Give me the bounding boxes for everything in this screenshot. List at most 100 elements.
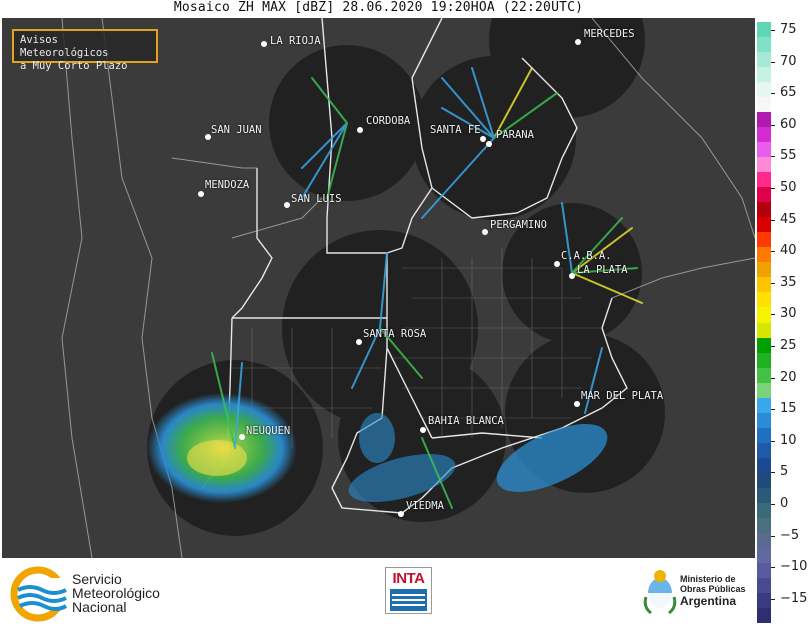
colorbar-segment xyxy=(757,547,771,564)
colorbar-segment xyxy=(757,52,771,68)
colorbar-segment xyxy=(757,442,771,459)
colorbar-tick-label: 35 xyxy=(780,274,797,290)
colorbar-segment xyxy=(757,202,771,218)
colorbar-segment xyxy=(757,277,771,293)
province-borders xyxy=(201,18,628,514)
city-mar-del-plata: MAR DEL PLATA xyxy=(581,390,664,402)
city-neuquen: NEUQUEN xyxy=(246,425,291,437)
colorbar-segment xyxy=(757,232,771,248)
colorbar-segment xyxy=(757,82,771,98)
colorbar-segment xyxy=(757,577,771,594)
city-viedma: VIEDMA xyxy=(406,500,444,512)
city-caba: C.A.B.A. xyxy=(561,250,612,262)
colorbar-tick-label: 70 xyxy=(780,53,797,69)
colorbar-tick xyxy=(771,346,775,347)
map-canvas xyxy=(61,18,755,558)
colorbar-segment xyxy=(757,562,771,579)
colorbar-tick xyxy=(771,567,775,569)
ministry-name: Ministerio de Obras Públicas Argentina xyxy=(680,574,746,608)
colorbar-segment xyxy=(757,367,771,384)
map-title: Mosaico ZH MAX [dBZ] 28.06.2020 19:20HOA… xyxy=(173,0,584,15)
inta-logo: INTA xyxy=(385,567,432,614)
warning-line2: a Muy Corto Plazo xyxy=(20,60,128,72)
city-cordoba: CORDOBA xyxy=(366,115,411,127)
city-bahia-blanca: BAHIA BLANCA xyxy=(428,415,504,427)
colorbar-segment xyxy=(757,172,771,188)
colorbar-segment xyxy=(757,142,771,158)
colorbar-tick xyxy=(771,282,775,284)
colorbar-tick-label: 75 xyxy=(780,22,797,37)
colorbar-segment xyxy=(757,247,771,263)
city-la-rioja: LA RIOJA xyxy=(270,35,321,47)
city-san-luis: SAN LUIS xyxy=(291,193,342,205)
smn-line2: Meteorológico xyxy=(72,585,160,601)
colorbar-segment xyxy=(757,157,771,173)
colorbar-tick xyxy=(771,504,775,505)
colorbar-segment xyxy=(757,592,771,609)
colorbar-segment xyxy=(757,532,771,549)
footer: Servicio Meteorológico Nacional INTA Min… xyxy=(0,558,757,627)
colorbar-segment xyxy=(757,517,771,534)
colorbar-segment xyxy=(757,262,771,278)
colorbar-segment xyxy=(757,472,771,489)
ministry-line1: Ministerio de xyxy=(680,574,736,584)
colorbar-segment xyxy=(757,112,771,128)
smn-logo-icon xyxy=(10,566,70,622)
colorbar-segment xyxy=(757,37,771,53)
radar-map[interactable]: Avisos Meteorológicos a Muy Corto Plazo … xyxy=(2,18,755,558)
argentina-coat-of-arms-icon xyxy=(643,570,677,615)
colorbar-tick-label: 55 xyxy=(780,148,797,164)
colorbar-tick xyxy=(771,93,775,95)
colorbar-segment xyxy=(757,502,771,519)
radar-streaks xyxy=(211,67,643,509)
warning-box[interactable]: Avisos Meteorológicos a Muy Corto Plazo xyxy=(12,29,158,72)
colorbar-tick xyxy=(771,409,775,411)
colorbar-tick-label: 25 xyxy=(780,338,797,353)
city-san-juan: SAN JUAN xyxy=(211,124,262,136)
colorbar xyxy=(757,22,771,624)
colorbar-tick xyxy=(771,314,775,316)
colorbar-segment xyxy=(757,187,771,203)
smn-line1: Servicio xyxy=(72,571,122,587)
city-markers xyxy=(198,39,581,517)
colorbar-tick-label: 45 xyxy=(780,211,797,227)
colorbar-tick-label: 5 xyxy=(780,464,789,480)
colorbar-segment xyxy=(757,67,771,83)
colorbar-tick xyxy=(771,30,775,31)
colorbar-tick xyxy=(771,598,775,600)
city-mercedes: MERCEDES xyxy=(584,28,635,40)
city-pergamino: PERGAMINO xyxy=(490,219,547,231)
smn-line3: Nacional xyxy=(72,599,127,615)
colorbar-tick xyxy=(771,440,775,442)
colorbar-segment xyxy=(757,22,771,38)
colorbar-segment xyxy=(757,382,771,399)
colorbar-tick-label: 30 xyxy=(780,306,797,322)
city-santa-fe: SANTA FE xyxy=(430,124,481,136)
colorbar-tick-label: 20 xyxy=(780,369,797,385)
colorbar-tick-label: 15 xyxy=(780,401,797,417)
colorbar-tick-label: −15 xyxy=(780,590,808,606)
colorbar-segment xyxy=(757,352,771,369)
colorbar-tick-label: −5 xyxy=(780,527,800,543)
colorbar-tick xyxy=(771,188,775,189)
warning-line1: Avisos Meteorológicos xyxy=(20,34,109,59)
smn-name: Servicio Meteorológico Nacional xyxy=(72,572,160,614)
colorbar-tick-label: 40 xyxy=(780,243,797,259)
colorbar-segment xyxy=(757,292,771,308)
colorbar-segment xyxy=(757,217,771,233)
department-lines xyxy=(232,248,602,458)
colorbar-segment xyxy=(757,607,771,624)
colorbar-segment xyxy=(757,412,771,429)
colorbar-tick-label: 60 xyxy=(780,116,797,132)
city-parana: PARANA xyxy=(496,129,534,141)
colorbar-segment xyxy=(757,337,771,354)
colorbar-segment xyxy=(757,487,771,504)
colorbar-tick-label: 10 xyxy=(780,432,797,448)
colorbar-tick xyxy=(771,61,775,63)
colorbar-tick xyxy=(771,156,775,158)
colorbar-segment xyxy=(757,307,771,323)
colorbar-segment xyxy=(757,397,771,414)
colorbar-tick-label: 65 xyxy=(780,85,797,101)
colorbar-tick xyxy=(771,124,775,126)
colorbar-segment xyxy=(757,322,771,339)
